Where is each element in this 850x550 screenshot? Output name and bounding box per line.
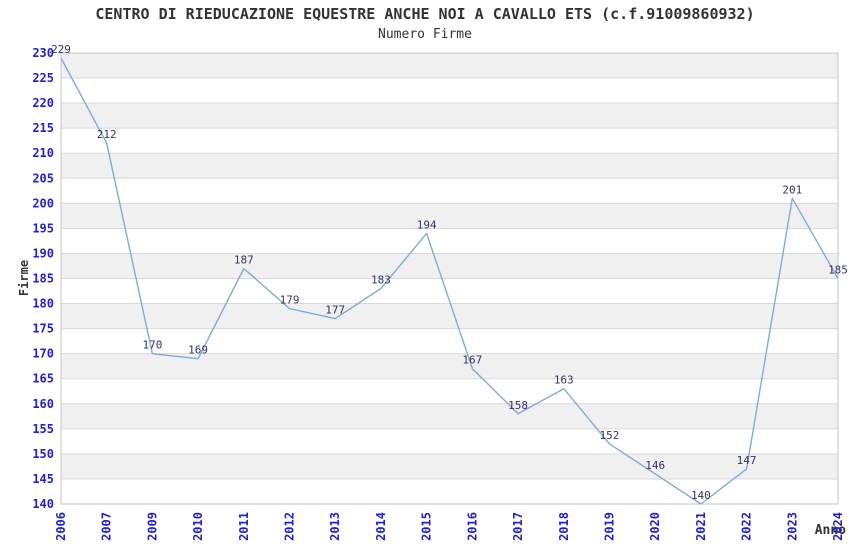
y-tick-label: 175 bbox=[32, 322, 54, 336]
x-tick-label: 2007 bbox=[100, 512, 114, 541]
y-tick-label: 155 bbox=[32, 422, 54, 436]
data-label: 212 bbox=[97, 128, 117, 141]
data-label: 194 bbox=[417, 218, 437, 231]
plot-band bbox=[61, 453, 838, 479]
plot-band bbox=[61, 153, 838, 179]
plot-band bbox=[61, 203, 838, 229]
data-label: 177 bbox=[325, 304, 345, 317]
plot-band bbox=[61, 353, 838, 379]
y-tick-label: 150 bbox=[32, 447, 54, 461]
y-tick-label: 210 bbox=[32, 146, 54, 160]
x-axis-label: Anno bbox=[814, 523, 846, 538]
x-tick-label: 2012 bbox=[283, 512, 297, 541]
y-tick-label: 205 bbox=[32, 171, 54, 185]
y-tick-label: 165 bbox=[32, 372, 54, 386]
x-tick-label: 2023 bbox=[785, 512, 799, 541]
chart-title: CENTRO DI RIEDUCAZIONE EQUESTRE ANCHE NO… bbox=[95, 5, 755, 23]
data-label: 187 bbox=[234, 253, 254, 266]
x-tick-label: 2015 bbox=[420, 512, 434, 541]
x-tick-label: 2022 bbox=[740, 512, 754, 541]
y-tick-label: 190 bbox=[32, 246, 54, 260]
x-tick-label: 2017 bbox=[511, 512, 525, 541]
data-label: 170 bbox=[142, 339, 162, 352]
x-tick-label: 2006 bbox=[54, 512, 68, 541]
y-tick-label: 160 bbox=[32, 397, 54, 411]
data-label: 229 bbox=[51, 43, 71, 56]
x-tick-label: 2016 bbox=[465, 512, 479, 541]
series-line bbox=[60, 57, 839, 505]
data-label: 169 bbox=[188, 344, 208, 357]
data-label: 183 bbox=[371, 274, 391, 287]
x-tick-label: 2013 bbox=[328, 512, 342, 541]
plot-band bbox=[61, 103, 838, 129]
plot-band bbox=[61, 403, 838, 429]
y-tick-label: 230 bbox=[32, 46, 54, 60]
x-tick-label: 2014 bbox=[374, 512, 388, 541]
data-label: 179 bbox=[280, 294, 300, 307]
data-label: 163 bbox=[554, 374, 574, 387]
plot-band bbox=[61, 253, 838, 279]
data-label: 185 bbox=[828, 264, 848, 277]
data-label: 167 bbox=[462, 354, 482, 367]
x-tick-label: 2021 bbox=[694, 512, 708, 541]
y-tick-label: 195 bbox=[32, 221, 54, 235]
y-tick-label: 185 bbox=[32, 272, 54, 286]
x-tick-label: 2018 bbox=[557, 512, 571, 541]
y-tick-label: 140 bbox=[32, 497, 54, 511]
plot-band bbox=[61, 303, 838, 329]
data-label: 158 bbox=[508, 399, 528, 412]
x-tick-label: 2011 bbox=[237, 512, 251, 541]
y-tick-label: 200 bbox=[32, 196, 54, 210]
y-tick-label: 225 bbox=[32, 71, 54, 85]
x-tick-label: 2020 bbox=[648, 512, 662, 541]
y-tick-label: 215 bbox=[32, 121, 54, 135]
data-label: 146 bbox=[645, 459, 665, 472]
x-tick-label: 2019 bbox=[602, 512, 616, 541]
data-label: 201 bbox=[782, 183, 802, 196]
y-tick-label: 220 bbox=[32, 96, 54, 110]
x-tick-label: 2009 bbox=[145, 512, 159, 541]
chart-subtitle: Numero Firme bbox=[378, 27, 472, 42]
x-tick-label: 2024 bbox=[831, 512, 845, 541]
data-label: 140 bbox=[691, 489, 711, 502]
data-label: 147 bbox=[737, 454, 757, 467]
x-tick-label: 2010 bbox=[191, 512, 205, 541]
data-label: 152 bbox=[600, 429, 620, 442]
y-tick-label: 145 bbox=[32, 472, 54, 486]
plot-band bbox=[61, 53, 838, 79]
y-tick-label: 170 bbox=[32, 347, 54, 361]
y-tick-label: 180 bbox=[32, 297, 54, 311]
